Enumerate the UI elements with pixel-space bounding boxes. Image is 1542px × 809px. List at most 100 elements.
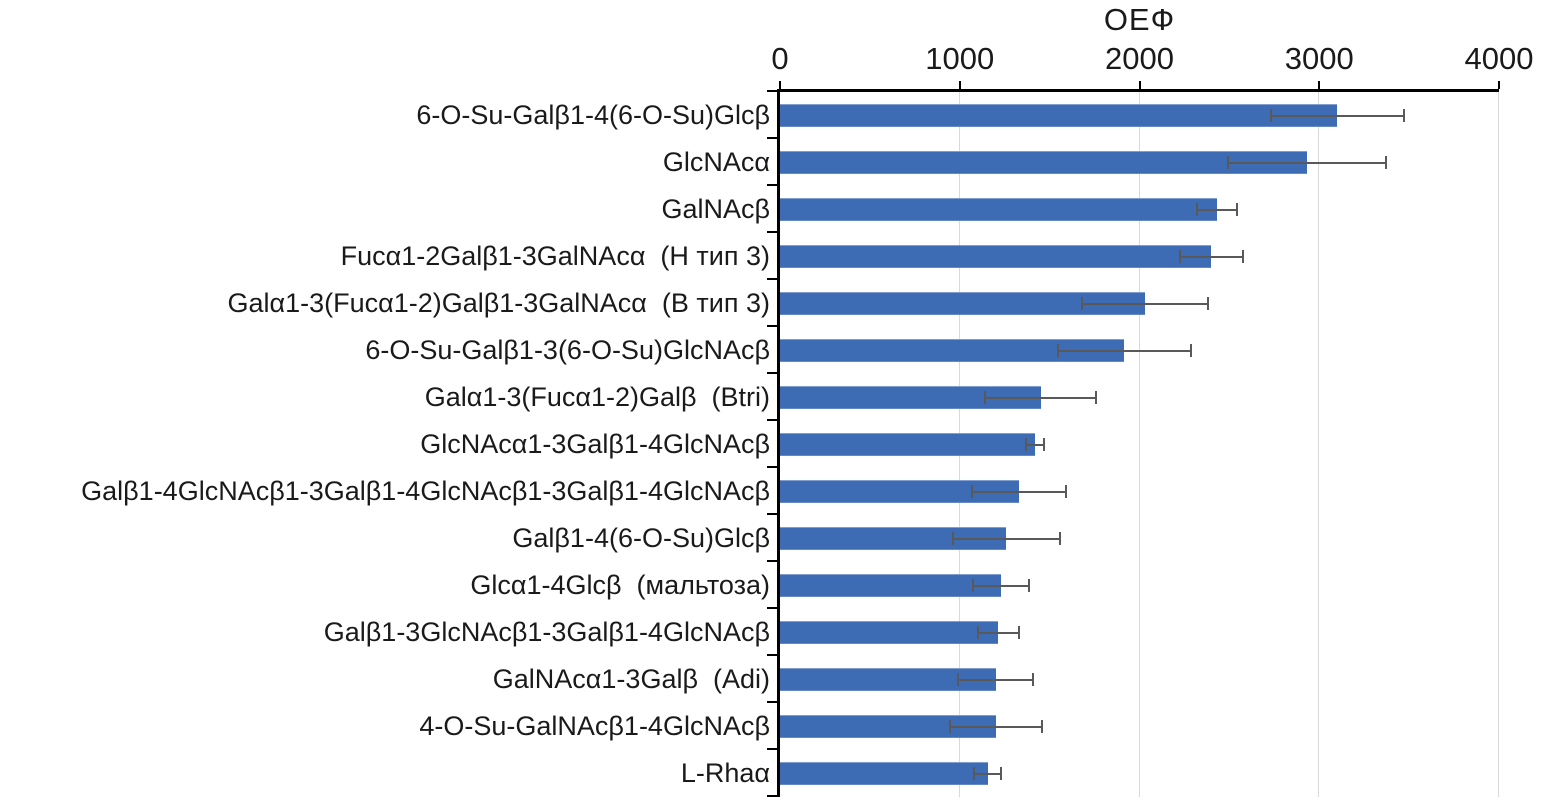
x-tick-label: 2000 <box>1105 41 1174 76</box>
y-axis-tick-mark <box>767 748 777 750</box>
bar <box>780 386 1041 409</box>
x-axis-tick-mark <box>1498 81 1500 89</box>
bar <box>780 198 1217 221</box>
category-label: Galβ1-4(6-O-Su)Glcβ <box>512 523 770 553</box>
bar <box>780 151 1307 174</box>
error-bar-cap-right <box>1064 485 1067 498</box>
category-label: 6-O-Su-Galβ1-3(6-O-Su)GlcNAcβ <box>365 335 770 365</box>
bar <box>780 762 988 785</box>
error-bar-cap-right <box>1018 626 1021 639</box>
x-tick-label: 3000 <box>1284 41 1354 76</box>
gridline <box>1138 92 1140 797</box>
error-bar-cap-right <box>1059 532 1062 545</box>
x-axis-tick-mark <box>1138 81 1141 89</box>
x-axis-line <box>777 89 1499 92</box>
x-axis-title: ОЕФ <box>1103 2 1176 37</box>
error-bar <box>1227 161 1386 164</box>
error-bar-cap-right <box>1402 109 1405 122</box>
error-bar-cap-left <box>1080 297 1083 310</box>
error-bar <box>1026 443 1045 446</box>
x-axis-tick-mark <box>1318 81 1321 89</box>
category-label: Fucα1-2Galβ1-3GalNAcα (Н тип 3) <box>340 241 770 271</box>
y-axis-tick-mark <box>767 184 777 186</box>
category-label: 6-O-Su-Galβ1-4(6-O-Su)Glcβ <box>416 100 770 130</box>
x-tick-label: 4000 <box>1464 41 1534 76</box>
x-tick-label: 0 <box>771 41 789 76</box>
category-label: GlcNAcα1-3Galβ1-4GlcNAcβ <box>420 429 770 459</box>
y-axis-tick-mark <box>767 278 777 280</box>
error-bar-cap-left <box>1269 109 1272 122</box>
error-bar <box>949 725 1042 728</box>
x-axis-tick-mark <box>958 81 961 89</box>
bar <box>780 433 1036 456</box>
category-label: GalNAcβ <box>661 194 770 224</box>
bar <box>780 104 1338 127</box>
error-bar-cap-left <box>983 391 986 404</box>
error-bar <box>1057 349 1191 352</box>
error-bar-cap-right <box>1040 720 1043 733</box>
category-label: GalNAcα1-3Galβ (Adi) <box>492 664 770 694</box>
error-bar-cap-left <box>1178 250 1181 263</box>
x-axis-tick-mark <box>779 81 781 89</box>
error-bar-cap-left <box>1056 344 1059 357</box>
gridline <box>1318 92 1320 797</box>
bar <box>780 715 996 738</box>
error-bar-cap-right <box>1032 673 1035 686</box>
error-bar-cap-left <box>956 673 959 686</box>
error-bar <box>984 396 1097 399</box>
y-axis-tick-mark <box>767 90 777 92</box>
error-bar <box>974 772 1002 775</box>
error-bar <box>973 584 1029 587</box>
y-axis-tick-mark <box>767 466 777 468</box>
error-bar-cap-right <box>1241 250 1244 263</box>
category-label: Galα1-3(Fucα1-2)Galβ (Btri) <box>424 382 770 412</box>
error-bar <box>1270 114 1404 117</box>
error-bar <box>977 631 1020 634</box>
y-axis-tick-mark <box>767 325 777 327</box>
error-bar-cap-left <box>976 626 979 639</box>
error-bar <box>957 678 1034 681</box>
y-axis-tick-mark <box>767 701 777 703</box>
error-bar-cap-right <box>1384 156 1387 169</box>
error-bar <box>1197 208 1237 211</box>
category-label: Galα1-3(Fucα1-2)Galβ1-3GalNAcα (В тип 3) <box>227 288 770 318</box>
error-bar-cap-right <box>1000 767 1003 780</box>
error-bar-cap-right <box>1189 344 1192 357</box>
category-label: GlcNAcα <box>662 147 770 177</box>
error-bar-cap-left <box>973 767 976 780</box>
error-bar-cap-left <box>948 720 951 733</box>
error-bar-cap-right <box>1206 297 1209 310</box>
y-axis-tick-mark <box>767 419 777 421</box>
bar <box>780 245 1212 268</box>
bar <box>780 621 999 644</box>
y-axis-line <box>777 89 780 797</box>
category-label: Galβ1-3GlcNAcβ1-3Galβ1-4GlcNAcβ <box>323 617 770 647</box>
y-axis-tick-mark <box>767 372 777 374</box>
error-bar-cap-right <box>1043 438 1046 451</box>
y-axis-tick-mark <box>767 513 777 515</box>
bar <box>780 527 1007 550</box>
gridline <box>1498 92 1499 797</box>
error-bar <box>952 537 1061 540</box>
error-bar <box>1179 255 1243 258</box>
error-bar-cap-right <box>1095 391 1098 404</box>
bar <box>780 574 1002 597</box>
bar <box>780 292 1145 315</box>
error-bar <box>972 490 1066 493</box>
y-axis-tick-mark <box>767 231 777 233</box>
bar <box>780 668 996 691</box>
x-tick-label: 1000 <box>925 41 995 76</box>
error-bar-cap-left <box>1025 438 1028 451</box>
error-bar-cap-right <box>1235 203 1238 216</box>
error-bar-cap-right <box>1027 579 1030 592</box>
bar <box>780 339 1125 362</box>
error-bar-cap-left <box>971 485 974 498</box>
y-axis-tick-mark <box>767 795 777 797</box>
category-label: 4-O-Su-GalNAcβ1-4GlcNAcβ <box>419 711 770 741</box>
error-bar-cap-left <box>1196 203 1199 216</box>
error-bar-cap-left <box>972 579 975 592</box>
category-label: L-Rhaα <box>680 758 770 788</box>
y-axis-tick-mark <box>767 560 777 562</box>
error-bar <box>1081 302 1208 305</box>
